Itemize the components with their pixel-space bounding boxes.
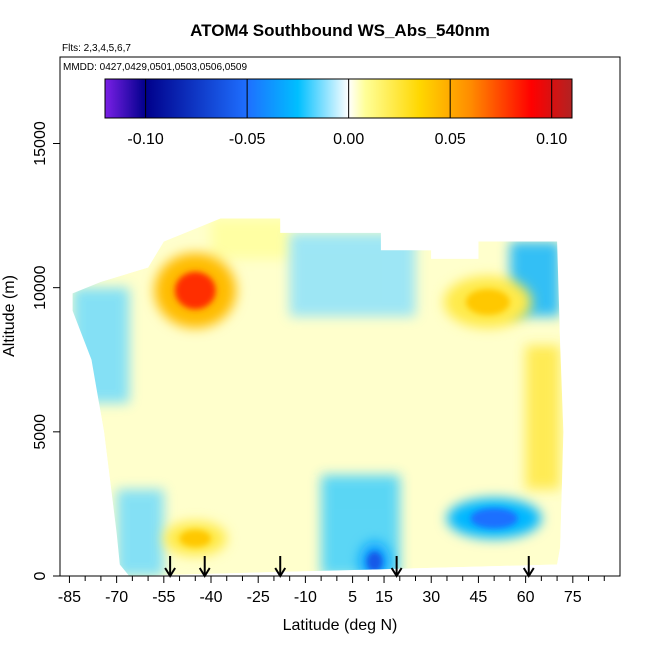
plot-frame [59, 56, 621, 577]
colorbar-tick-label: 0.05 [435, 131, 466, 148]
x-tick-label: -25 [247, 589, 270, 606]
x-tick-label: -55 [152, 589, 175, 606]
x-tick-label: 5 [348, 589, 357, 606]
flight-arrow [522, 556, 535, 578]
dates-subtitle: MMDD: 0427,0429,0501,0503,0506,0509 [63, 62, 247, 73]
colorbar-bar [104, 78, 573, 119]
y-axis-label: Altitude (m) [1, 275, 18, 357]
x-tick-label: 15 [375, 589, 393, 606]
field-shading [525, 345, 561, 490]
feature-southern-lower-band [179, 529, 212, 548]
colorbar-tick-label: 0.00 [333, 131, 364, 148]
x-tick-label: -85 [58, 589, 81, 606]
y-tick-label: 5000 [32, 414, 49, 450]
y-axis: 0 5000 10000 15000 [32, 121, 60, 580]
colorbar-tick-label: -0.10 [127, 131, 164, 148]
flight-arrow [164, 556, 176, 578]
flight-arrow [198, 556, 211, 578]
x-tick-label: 30 [422, 589, 440, 606]
colorbar: -0.10 -0.05 0.00 0.05 0.10 [104, 78, 573, 148]
x-tick-label: -70 [105, 589, 128, 606]
flight-arrows [164, 556, 535, 578]
x-tick-label: 75 [564, 589, 582, 606]
y-tick-label: 0 [32, 571, 49, 580]
feature-northern-upper-band [465, 289, 510, 316]
colorbar-tick-label: 0.10 [536, 131, 567, 148]
feature-northern-lower-negative [470, 508, 518, 529]
y-tick-label: 10000 [32, 265, 49, 310]
x-tick-label: -40 [199, 589, 222, 606]
field-shading [72, 287, 130, 403]
flight-arrow [274, 556, 287, 578]
colorbar-tick-label: -0.05 [229, 131, 266, 148]
feature-southern-upper-plume [174, 271, 216, 310]
flights-subtitle: Flts: 2,3,4,5,6,7 [62, 43, 131, 54]
feature-tropical-surface-negative [366, 551, 383, 572]
x-axis: -85 -70 -55 -40 -25 -10 5 15 30 45 60 75 [58, 576, 605, 606]
field-shading [116, 489, 164, 576]
y-tick-label: 15000 [32, 121, 49, 166]
field-shading [289, 232, 416, 317]
x-axis-label: Latitude (deg N) [283, 617, 398, 634]
chart-title: ATOM4 Southbound WS_Abs_540nm [190, 21, 490, 40]
flight-arrow [390, 556, 403, 578]
x-tick-label: 60 [517, 589, 535, 606]
x-tick-label: 45 [470, 589, 488, 606]
heatmap-field [72, 218, 564, 576]
field-shading [211, 218, 290, 259]
x-tick-label: -10 [294, 589, 317, 606]
heatmap-clip-group [72, 218, 564, 576]
